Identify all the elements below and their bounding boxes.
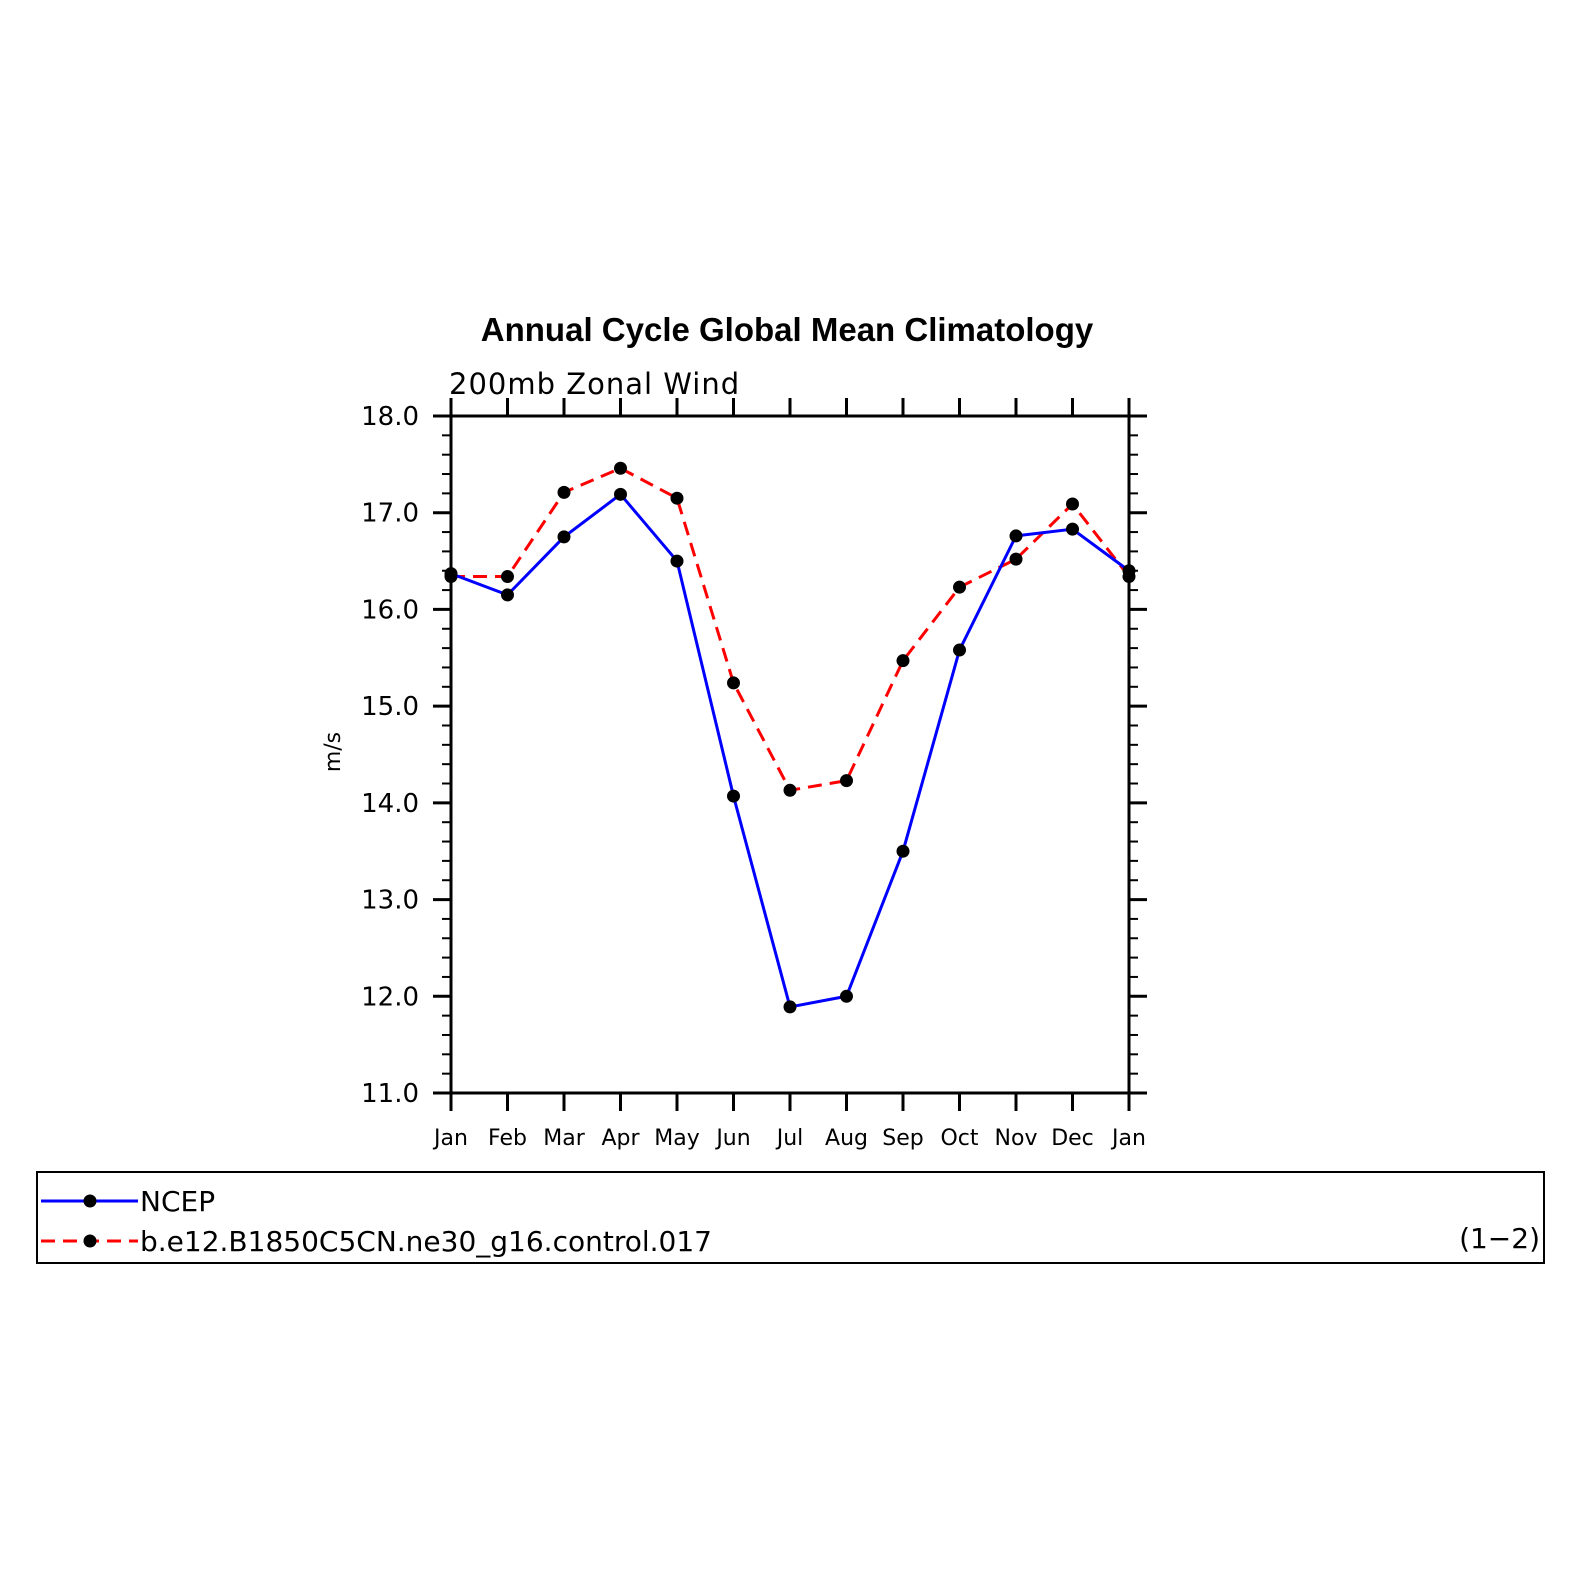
x-tick-label: Nov bbox=[995, 1126, 1038, 1151]
x-tick-label: Jan bbox=[432, 1126, 468, 1151]
data-point-ncep bbox=[953, 643, 966, 657]
x-tick-label: Mar bbox=[543, 1126, 585, 1151]
x-tick-label: May bbox=[654, 1126, 699, 1151]
x-tick-label: Jan bbox=[1110, 1126, 1146, 1151]
y-tick-label: 12.0 bbox=[361, 982, 419, 1012]
y-tick-label: 15.0 bbox=[361, 692, 419, 722]
y-tick-label: 13.0 bbox=[361, 886, 419, 916]
series-line-ncep bbox=[450, 492, 1130, 1009]
data-point-model bbox=[840, 774, 853, 788]
data-point-model bbox=[614, 461, 627, 475]
data-point-model bbox=[557, 485, 571, 499]
data-point-ncep bbox=[896, 844, 910, 858]
data-point-ncep bbox=[614, 487, 627, 501]
y-tick-label: 16.0 bbox=[361, 595, 419, 625]
y-tick-label: 14.0 bbox=[361, 789, 419, 819]
data-point-model bbox=[783, 783, 797, 797]
legend-entries: NCEP b.e12.B1850C5CN.ne30_g16.control.017 bbox=[41, 1185, 712, 1258]
series-line-model bbox=[451, 466, 1131, 792]
series-layer bbox=[444, 461, 1136, 1014]
data-point-model bbox=[953, 580, 966, 594]
y-tick-label: 17.0 bbox=[361, 499, 419, 529]
y-axis-label: m/s bbox=[321, 732, 346, 772]
data-point-model bbox=[1009, 552, 1023, 566]
panel-annotation: (1−2) bbox=[1459, 1222, 1540, 1255]
x-tick-label: Sep bbox=[882, 1126, 923, 1151]
data-point-model bbox=[727, 676, 740, 690]
axis-tick-labels: 11.0 12.0 13.0 14.0 15.0 16.0 17.0 18.0 Jan Feb Ma… bbox=[361, 402, 1146, 1151]
data-point-model bbox=[501, 570, 514, 584]
data-point-ncep bbox=[670, 554, 684, 568]
data-point-model bbox=[896, 654, 910, 668]
chart-subtitle: 200mb Zonal Wind bbox=[449, 367, 740, 401]
data-point-ncep bbox=[840, 989, 853, 1003]
data-point-model bbox=[670, 491, 684, 505]
x-tick-label: Oct bbox=[940, 1126, 978, 1151]
data-point-ncep bbox=[783, 1000, 797, 1014]
data-point-model bbox=[1066, 497, 1079, 511]
data-point-ncep bbox=[557, 530, 571, 544]
data-point-ncep bbox=[1009, 529, 1023, 543]
legend-label-ncep: NCEP bbox=[140, 1185, 215, 1218]
x-tick-label: Jun bbox=[714, 1126, 750, 1151]
legend-box bbox=[36, 1171, 1545, 1264]
x-tick-label: Jul bbox=[775, 1126, 804, 1151]
y-tick-label: 18.0 bbox=[361, 402, 419, 432]
chart-title: Annual Cycle Global Mean Climatology bbox=[481, 311, 1094, 348]
x-tick-label: Apr bbox=[601, 1126, 640, 1151]
data-point-ncep bbox=[501, 588, 514, 602]
x-tick-label: Feb bbox=[488, 1126, 527, 1151]
legend: NCEP b.e12.B1850C5CN.ne30_g16.control.017… bbox=[36, 1171, 1545, 1264]
legend-marker bbox=[83, 1194, 97, 1208]
data-point-ncep bbox=[727, 789, 740, 803]
x-tick-label: Aug bbox=[825, 1126, 868, 1151]
y-tick-label: 11.0 bbox=[361, 1079, 419, 1109]
plot-frame bbox=[449, 414, 1131, 1095]
legend-label-model: b.e12.B1850C5CN.ne30_g16.control.017 bbox=[140, 1225, 712, 1258]
x-tick-label: Dec bbox=[1051, 1126, 1094, 1151]
data-point-ncep bbox=[1066, 522, 1079, 536]
legend-marker bbox=[83, 1234, 97, 1248]
